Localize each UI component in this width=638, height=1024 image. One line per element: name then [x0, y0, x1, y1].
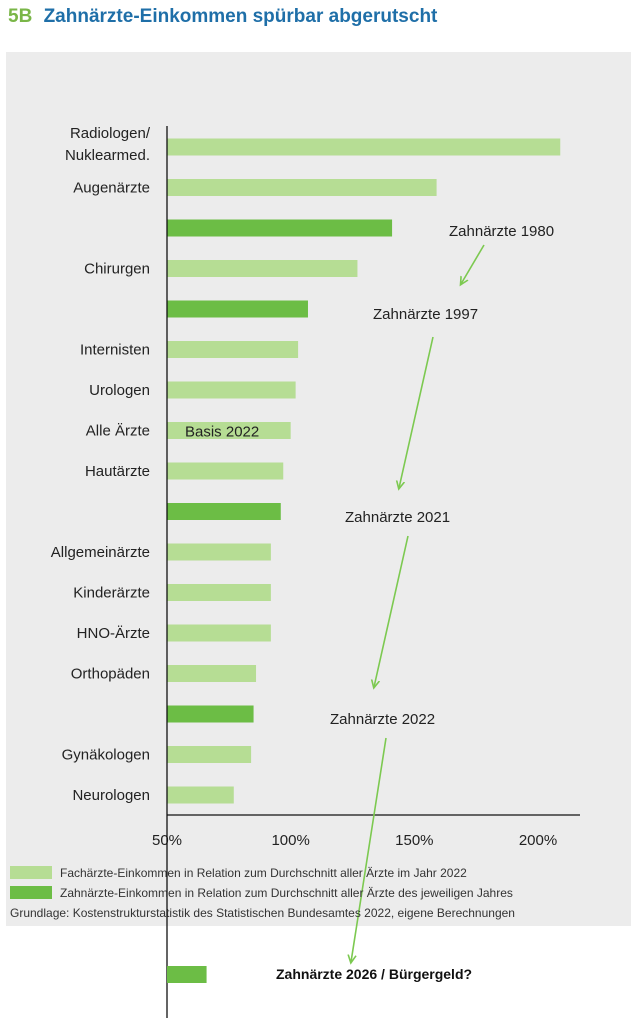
legend-swatch-facharzt [10, 866, 52, 879]
arrow-1980 [461, 244, 485, 284]
arrow-1997 [399, 336, 434, 488]
arrow-2022 [351, 737, 387, 962]
category-label: Orthopäden [71, 666, 150, 683]
bar-chirurgen [167, 260, 358, 277]
annotation-zahnaerzte-2021: Zahnärzte 2021 [345, 509, 450, 526]
inner-label-basis: Basis 2022 [185, 424, 259, 441]
category-label: Internisten [80, 342, 150, 359]
bar-gynäkologen [167, 746, 252, 763]
legend-label-zahnarzt: Zahnärzte-Einkommen in Relation zum Durc… [60, 886, 513, 900]
category-labels: Radiologen/Nuklearmed. Augenärzte Chirurge… [51, 125, 259, 804]
bar-zahnaerzte-14 [167, 705, 254, 723]
bar-allgemeinärzte [167, 543, 271, 561]
annotation-zahnaerzte-1980: Zahnärzte 1980 [449, 223, 554, 240]
bars-layer [167, 138, 561, 804]
bar-zahnaerzte-2026 [167, 966, 207, 983]
source-note: Grundlage: Kostenstrukturstatistik des S… [10, 906, 515, 920]
bar-hautärzte [167, 462, 284, 480]
annotation-zahnaerzte-1997: Zahnärzte 1997 [373, 306, 478, 323]
category-label: Radiologen/Nuklearmed. [65, 125, 151, 164]
annotation-arrows [351, 244, 485, 962]
chart-panel [6, 52, 631, 926]
category-label: Alle Ärzte [86, 423, 150, 440]
category-label: Kinderärzte [73, 585, 150, 602]
annotation-zahnaerzte-2022: Zahnärzte 2022 [330, 711, 435, 728]
bar-radiologen-nuklearmed [167, 138, 561, 156]
x-tick-label: 100% [271, 832, 309, 849]
bar-zahnaerzte-9 [167, 503, 281, 520]
bar-hno-ärzte [167, 624, 271, 642]
bar-alle-ärzte [167, 422, 291, 439]
category-label: Augenärzte [73, 180, 150, 197]
bar-internisten [167, 341, 299, 358]
category-label: Gynäkologen [62, 747, 150, 764]
category-label: HNO-Ärzte [77, 625, 150, 642]
arrow-2021 [374, 535, 409, 687]
bar-urologen [167, 381, 296, 399]
label-zahnaerzte-2026: Zahnärzte 2026 / Bürgergeld? [276, 966, 472, 982]
chart-title-text: Zahnärzte-Einkommen spürbar abgerutscht [44, 6, 438, 27]
x-axis-ticks: 50% 100% 150% 200% [152, 832, 557, 849]
bar-zahnaerzte-4 [167, 300, 308, 318]
bar-orthopäden [167, 665, 257, 682]
bar-augenärzte [167, 179, 437, 196]
category-label: Chirurgen [84, 261, 150, 278]
category-label: Allgemeinärzte [51, 544, 150, 561]
chart-number: 5B [8, 6, 32, 27]
category-label: Urologen [89, 382, 150, 399]
bar-kinderärzte [167, 584, 271, 601]
x-tick-label: 200% [519, 832, 557, 849]
legend-label-facharzt: Fachärzte-Einkommen in Relation zum Durc… [60, 866, 467, 880]
legend-swatch-zahnarzt [10, 886, 52, 899]
category-label: Neurologen [72, 787, 150, 804]
bar-neurologen [167, 786, 234, 804]
bar-zahnaerzte-2 [167, 219, 393, 237]
category-label: Hautärzte [85, 463, 150, 480]
chart-title: 5B Zahnärzte-Einkommen spürbar abgerutsc… [8, 6, 438, 27]
x-tick-label: 150% [395, 832, 433, 849]
